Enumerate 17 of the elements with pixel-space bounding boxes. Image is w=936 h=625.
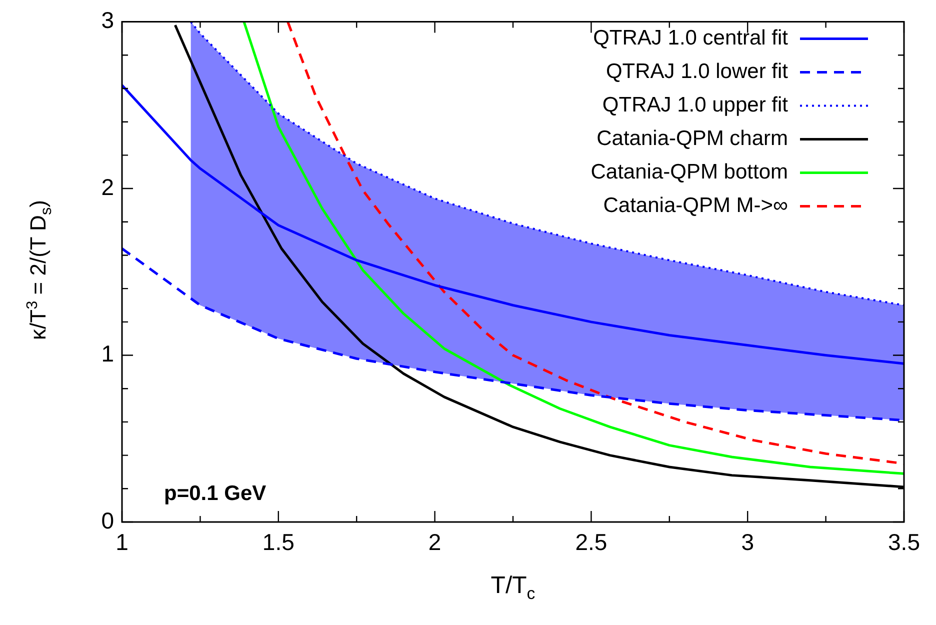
x-tick-label: 1.5 [262, 529, 294, 556]
legend-label: Catania-QPM M->∞ [603, 194, 788, 218]
legend-label: Catania-QPM bottom [590, 160, 788, 184]
x-tick-label: 2.5 [575, 529, 608, 556]
x-tick-label: 3.5 [888, 529, 920, 556]
legend-label: Catania-QPM charm [596, 127, 788, 150]
x-axis-title: T/T$_{c}$ [490, 572, 536, 604]
legend-label: QTRAJ 1.0 lower fit [606, 60, 788, 84]
y-tick-label: 2 [101, 174, 114, 200]
annotation: p=0.1 GeV [164, 482, 266, 505]
legend-label: QTRAJ 1.0 central fit [593, 26, 788, 50]
legend-label: QTRAJ 1.0 upper fit [602, 94, 788, 117]
y-tick-label: 0 [101, 507, 114, 534]
x-tick-label: 3 [741, 529, 754, 556]
y-tick-label: 1 [101, 340, 114, 367]
x-tick-label: 2 [428, 529, 442, 556]
y-tick-label: 3 [101, 7, 114, 34]
